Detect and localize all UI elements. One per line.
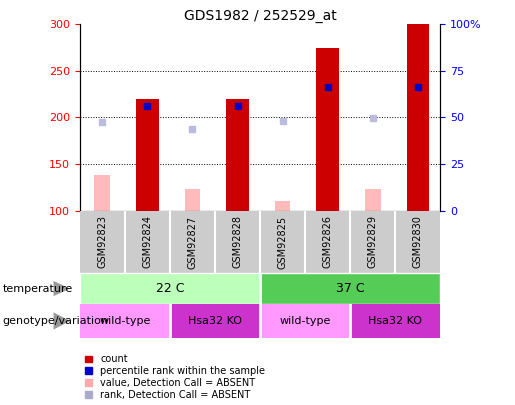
Bar [406, 24, 429, 211]
Text: GSM92824: GSM92824 [143, 215, 152, 269]
Bar [226, 99, 249, 211]
Text: Hsa32 KO: Hsa32 KO [368, 316, 422, 326]
Bar [136, 99, 159, 211]
Text: GSM92827: GSM92827 [187, 215, 197, 269]
Bar [184, 189, 200, 211]
Bar [274, 201, 290, 211]
Text: GSM92828: GSM92828 [233, 215, 243, 269]
Polygon shape [54, 281, 70, 296]
Text: GSM92829: GSM92829 [368, 215, 377, 269]
Text: 37 C: 37 C [336, 282, 365, 295]
Bar [80, 304, 170, 338]
Title: GDS1982 / 252529_at: GDS1982 / 252529_at [184, 9, 336, 23]
Text: GSM92825: GSM92825 [278, 215, 287, 269]
Bar [350, 304, 440, 338]
Bar [365, 189, 381, 211]
Text: GSM92826: GSM92826 [323, 215, 333, 269]
Text: wild-type: wild-type [280, 316, 331, 326]
Text: genotype/variation: genotype/variation [3, 316, 109, 326]
Text: temperature: temperature [3, 284, 73, 294]
Text: GSM92830: GSM92830 [413, 215, 423, 269]
Bar [316, 47, 339, 211]
Bar [94, 175, 110, 211]
Bar [80, 273, 260, 304]
Polygon shape [54, 312, 70, 330]
Bar [260, 273, 440, 304]
Legend: count, percentile rank within the sample, value, Detection Call = ABSENT, rank, : count, percentile rank within the sample… [84, 354, 265, 400]
Text: GSM92823: GSM92823 [97, 215, 107, 269]
Text: 22 C: 22 C [156, 282, 184, 295]
Text: Hsa32 KO: Hsa32 KO [188, 316, 242, 326]
Bar [170, 304, 260, 338]
Bar [260, 304, 350, 338]
Text: wild-type: wild-type [99, 316, 150, 326]
